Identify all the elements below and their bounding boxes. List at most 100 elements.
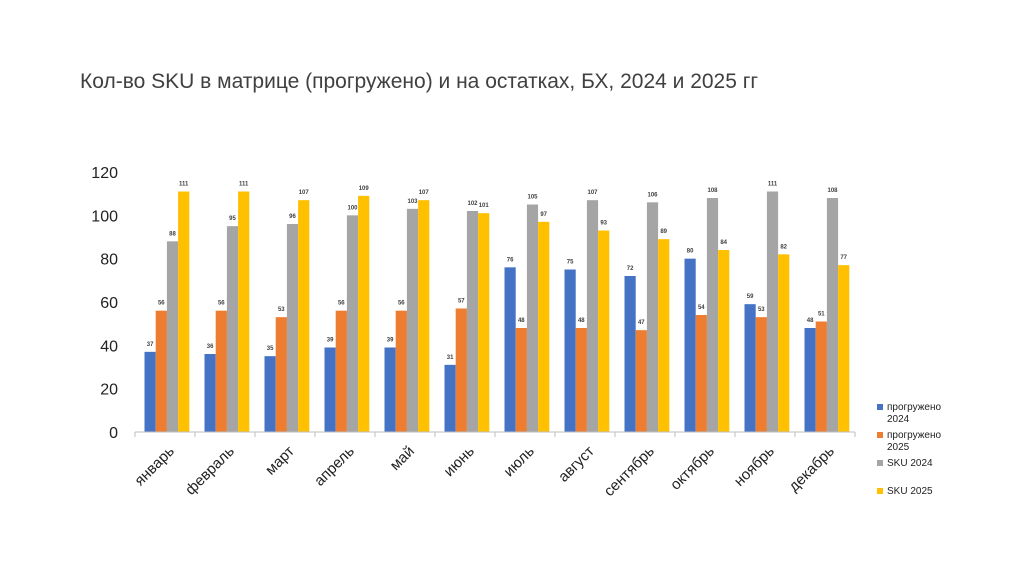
bar (526, 204, 539, 432)
bar (755, 317, 767, 432)
bar (155, 310, 167, 432)
bar (744, 304, 756, 432)
data-label: 56 (218, 301, 225, 307)
data-label: 37 (147, 342, 154, 348)
bar (778, 254, 790, 432)
bar (586, 200, 599, 432)
bar (658, 239, 670, 432)
x-tick-label: июль (500, 443, 538, 481)
data-label: 39 (387, 338, 394, 344)
bar (695, 315, 707, 432)
bar (838, 265, 850, 432)
data-label: 47 (638, 320, 645, 326)
y-tick-label: 40 (100, 338, 118, 355)
bar (538, 221, 550, 432)
data-label: 111 (179, 182, 189, 188)
bar (466, 211, 479, 432)
data-label: 59 (747, 294, 754, 300)
bar (275, 317, 287, 432)
data-label: 57 (458, 299, 465, 305)
bar (335, 310, 347, 432)
data-label: 107 (299, 190, 310, 196)
data-label: 48 (578, 318, 585, 324)
bar (766, 191, 779, 432)
bar (478, 213, 490, 432)
bar (504, 267, 516, 432)
bar (575, 328, 587, 432)
bar (406, 208, 419, 432)
bar (144, 351, 156, 432)
bar (215, 310, 227, 432)
bar (444, 364, 456, 432)
data-label: 107 (587, 190, 598, 196)
data-label: 48 (807, 318, 814, 324)
data-label: 77 (840, 255, 847, 261)
chart-title: Кол-во SKU в матрице (прогружено) и на о… (80, 70, 759, 93)
data-label: 51 (818, 312, 825, 318)
bar (455, 308, 467, 432)
data-label: 75 (567, 260, 574, 266)
data-label: 84 (720, 240, 727, 246)
legend-swatch (877, 432, 883, 438)
bar (804, 328, 816, 432)
data-label: 102 (467, 201, 478, 207)
y-tick-label: 100 (91, 208, 118, 225)
legend-swatch (877, 488, 883, 494)
x-tick-label: май (387, 443, 418, 474)
data-label: 88 (169, 231, 176, 237)
data-label: 100 (347, 205, 358, 211)
data-label: 39 (327, 338, 334, 344)
data-label: 109 (359, 186, 370, 192)
bar (635, 330, 647, 432)
legend-swatch (877, 404, 883, 410)
data-label: 56 (338, 301, 345, 307)
x-tick-label: апрель (311, 443, 358, 490)
bar (515, 328, 527, 432)
data-label: 56 (158, 301, 165, 307)
legend-label: SKU 2025 (887, 486, 933, 497)
bar (178, 191, 190, 432)
data-label: 53 (278, 307, 285, 313)
bar (298, 200, 310, 432)
legend-label: прогружено 2025 (887, 430, 942, 453)
data-label: 36 (207, 344, 214, 350)
data-label: 107 (419, 190, 430, 196)
bar (384, 347, 396, 432)
bar (166, 241, 179, 432)
x-tick-label: август (555, 443, 598, 486)
bar (286, 224, 299, 432)
x-tick-label: декабрь (785, 443, 838, 496)
y-tick-label: 60 (100, 295, 118, 312)
data-label: 53 (758, 307, 765, 313)
bar (646, 202, 659, 432)
bar (624, 276, 636, 432)
data-label: 93 (600, 221, 607, 227)
y-tick-label: 0 (109, 425, 118, 442)
bar (826, 198, 839, 432)
bar (418, 200, 430, 432)
data-label: 111 (768, 182, 778, 188)
x-tick-label: октябрь (667, 443, 718, 494)
data-label: 97 (540, 212, 547, 218)
legend-label: SKU 2024 (887, 458, 933, 469)
bar (395, 310, 407, 432)
x-tick-label: ноябрь (731, 443, 778, 490)
data-label: 95 (229, 216, 236, 222)
x-tick-label: февраль (182, 443, 238, 499)
y-tick-label: 20 (100, 382, 118, 399)
x-tick-label: июнь (441, 443, 478, 480)
data-label: 103 (407, 199, 418, 205)
bar (358, 195, 370, 432)
data-label: 56 (398, 301, 405, 307)
legend-label: прогружено 2024 (887, 402, 942, 425)
y-tick-label: 80 (100, 252, 118, 269)
x-tick-label: январь (131, 443, 178, 490)
data-label: 108 (827, 188, 838, 194)
x-tick-label: сентябрь (601, 443, 658, 500)
bar (324, 347, 336, 432)
bar (718, 250, 730, 432)
data-label: 101 (479, 203, 490, 209)
data-label: 82 (780, 244, 787, 250)
data-label: 89 (660, 229, 667, 235)
